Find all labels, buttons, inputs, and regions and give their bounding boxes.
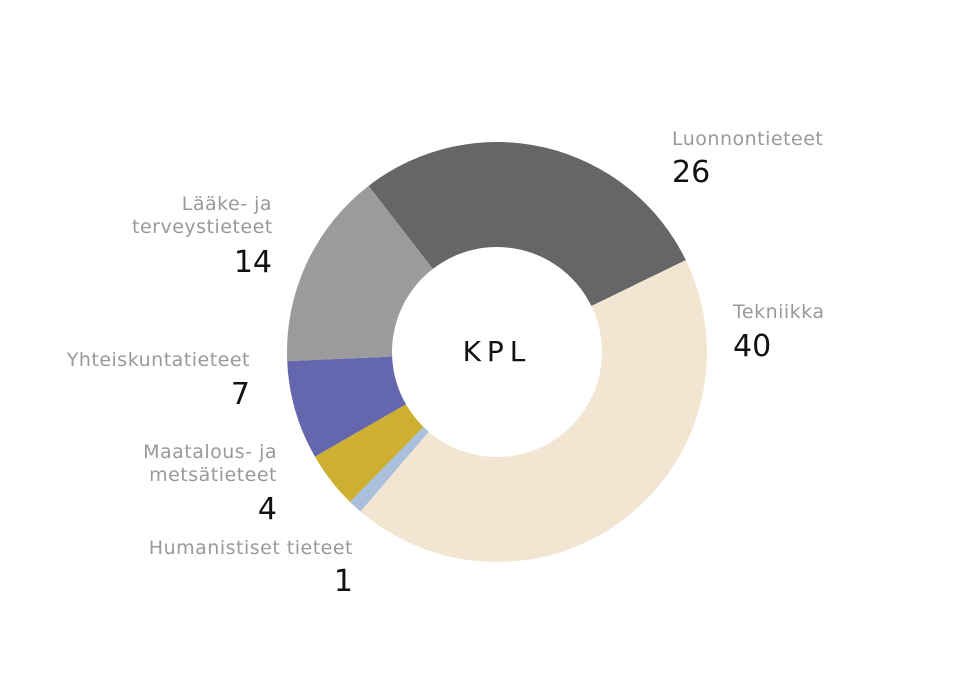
segment-value: 26 [672, 155, 711, 190]
segment-label: Maatalous- ja metsätieteet [143, 441, 277, 486]
donut-segment [287, 356, 406, 457]
segment-label: Humanistiset tieteet [148, 537, 353, 559]
segment-value: 4 [257, 492, 277, 527]
segment-value: 1 [333, 564, 353, 599]
donut-segment [287, 185, 433, 362]
segment-value: 14 [233, 245, 272, 280]
donut-segment [368, 142, 686, 307]
segment-label: Lääke- ja terveystieteet [132, 193, 273, 238]
segment-value: 40 [733, 329, 772, 364]
segment-label: Yhteiskuntatieteet [66, 349, 250, 371]
segment-label: Tekniikka [733, 301, 825, 323]
donut-segment [360, 260, 707, 562]
donut-segment [349, 426, 429, 512]
center-label: KPL [462, 335, 532, 368]
segment-label: Luonnontieteet [672, 128, 824, 150]
donut-segment [314, 404, 424, 502]
segment-value: 7 [230, 377, 250, 412]
